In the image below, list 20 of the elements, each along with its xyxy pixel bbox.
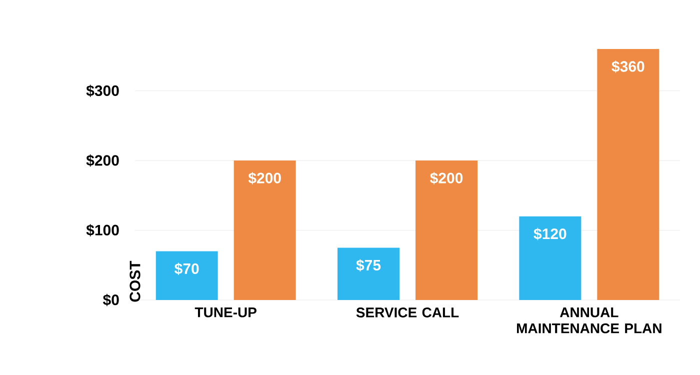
y-axis-title: COST <box>130 260 140 302</box>
bar <box>234 160 296 300</box>
data-label: $360 <box>612 60 644 73</box>
data-label: $120 <box>534 228 566 240</box>
bar <box>519 216 582 300</box>
data-label: $75 <box>356 259 381 272</box>
bar <box>156 251 218 300</box>
x-tick-label: TUNE-UP <box>194 308 256 318</box>
y-tick-label: $300 <box>86 84 119 97</box>
data-label: $200 <box>430 172 463 184</box>
y-tick-label: $0 <box>102 294 119 306</box>
bar <box>597 48 660 300</box>
x-tick-label: ANNUAL MAINTENANCE PLAN <box>517 308 662 334</box>
x-tick-label: SERVICE CALL <box>356 308 459 318</box>
y-tick-label: $200 <box>86 154 119 167</box>
bar <box>416 160 478 300</box>
bar <box>338 248 400 300</box>
y-tick-label: $100 <box>86 224 119 236</box>
data-label: $70 <box>174 262 199 275</box>
data-label: $200 <box>248 172 281 184</box>
